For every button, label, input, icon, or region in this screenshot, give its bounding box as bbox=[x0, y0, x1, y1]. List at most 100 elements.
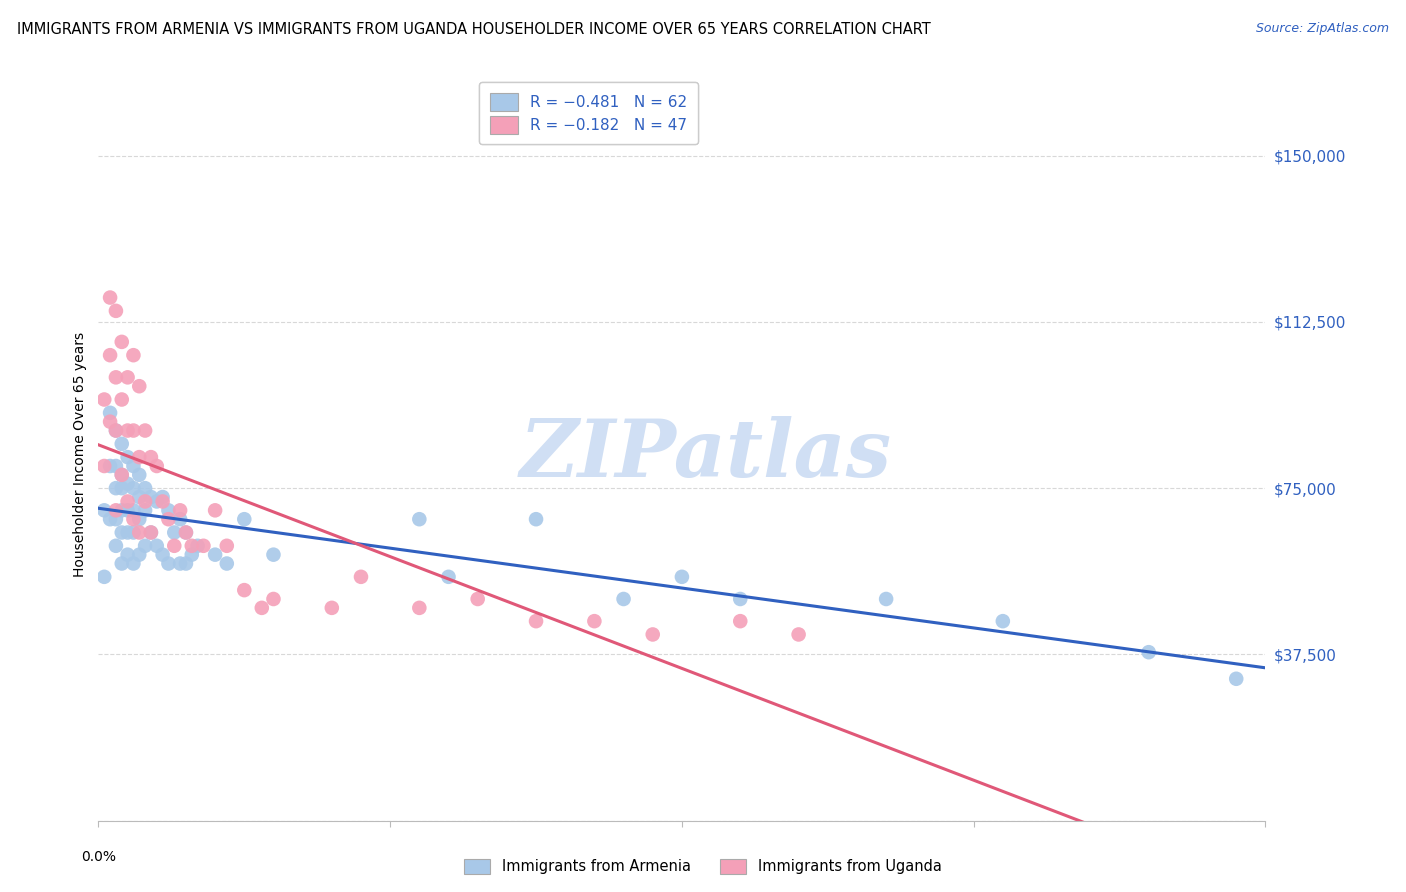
Point bbox=[128, 548, 150, 562]
Point bbox=[98, 291, 121, 305]
Point bbox=[98, 458, 121, 473]
Point bbox=[139, 450, 162, 464]
Point bbox=[671, 570, 693, 584]
Legend: Immigrants from Armenia, Immigrants from Uganda: Immigrants from Armenia, Immigrants from… bbox=[458, 853, 948, 880]
Point bbox=[122, 512, 145, 526]
Point bbox=[157, 512, 180, 526]
Point bbox=[169, 503, 191, 517]
Point bbox=[180, 548, 202, 562]
Point bbox=[117, 525, 139, 540]
Point bbox=[111, 334, 134, 349]
Point bbox=[111, 467, 134, 482]
Point bbox=[117, 370, 139, 384]
Point bbox=[146, 458, 169, 473]
Point bbox=[187, 539, 209, 553]
Point bbox=[122, 458, 145, 473]
Point bbox=[1225, 672, 1247, 686]
Point bbox=[262, 592, 284, 607]
Point bbox=[583, 614, 606, 628]
Point bbox=[111, 503, 134, 517]
Point bbox=[215, 557, 238, 571]
Point bbox=[104, 481, 127, 495]
Point bbox=[1137, 645, 1160, 659]
Point bbox=[163, 539, 186, 553]
Point bbox=[111, 557, 134, 571]
Point bbox=[117, 476, 139, 491]
Point bbox=[111, 392, 134, 407]
Point bbox=[524, 614, 547, 628]
Point bbox=[152, 548, 174, 562]
Point bbox=[128, 450, 150, 464]
Point bbox=[117, 424, 139, 438]
Point bbox=[104, 512, 127, 526]
Point bbox=[169, 512, 191, 526]
Point bbox=[612, 592, 634, 607]
Point bbox=[204, 548, 226, 562]
Point bbox=[122, 503, 145, 517]
Point bbox=[233, 583, 256, 598]
Point bbox=[122, 424, 145, 438]
Point bbox=[250, 600, 273, 615]
Point bbox=[233, 512, 256, 526]
Point bbox=[730, 592, 752, 607]
Point bbox=[128, 379, 150, 393]
Text: IMMIGRANTS FROM ARMENIA VS IMMIGRANTS FROM UGANDA HOUSEHOLDER INCOME OVER 65 YEA: IMMIGRANTS FROM ARMENIA VS IMMIGRANTS FR… bbox=[17, 22, 931, 37]
Point bbox=[111, 437, 134, 451]
Point bbox=[122, 481, 145, 495]
Point bbox=[204, 503, 226, 517]
Point bbox=[152, 490, 174, 504]
Point bbox=[437, 570, 460, 584]
Point bbox=[215, 539, 238, 553]
Point bbox=[134, 494, 156, 508]
Point bbox=[93, 392, 115, 407]
Point bbox=[104, 539, 127, 553]
Point bbox=[174, 525, 197, 540]
Text: 0.0%: 0.0% bbox=[82, 850, 115, 863]
Point bbox=[169, 557, 191, 571]
Point bbox=[134, 503, 156, 517]
Point bbox=[180, 539, 202, 553]
Point bbox=[146, 494, 169, 508]
Point bbox=[730, 614, 752, 628]
Point bbox=[262, 548, 284, 562]
Point bbox=[408, 512, 430, 526]
Point bbox=[875, 592, 897, 607]
Point bbox=[350, 570, 373, 584]
Point bbox=[157, 557, 180, 571]
Point bbox=[104, 303, 127, 318]
Point bbox=[146, 539, 169, 553]
Point bbox=[104, 458, 127, 473]
Point bbox=[128, 467, 150, 482]
Point bbox=[128, 490, 150, 504]
Point bbox=[163, 525, 186, 540]
Point bbox=[111, 481, 134, 495]
Point bbox=[128, 525, 150, 540]
Point bbox=[193, 539, 215, 553]
Point bbox=[104, 503, 127, 517]
Point bbox=[104, 424, 127, 438]
Text: ZIPatlas: ZIPatlas bbox=[519, 417, 891, 493]
Point bbox=[139, 525, 162, 540]
Point bbox=[157, 503, 180, 517]
Point bbox=[98, 348, 121, 362]
Point bbox=[321, 600, 343, 615]
Point bbox=[93, 570, 115, 584]
Point bbox=[104, 424, 127, 438]
Point bbox=[111, 467, 134, 482]
Point bbox=[98, 406, 121, 420]
Point bbox=[98, 512, 121, 526]
Point bbox=[104, 370, 127, 384]
Point bbox=[524, 512, 547, 526]
Point bbox=[122, 525, 145, 540]
Point bbox=[174, 525, 197, 540]
Point bbox=[122, 557, 145, 571]
Point bbox=[787, 627, 810, 641]
Point bbox=[98, 415, 121, 429]
Point bbox=[641, 627, 664, 641]
Point bbox=[152, 494, 174, 508]
Point bbox=[117, 450, 139, 464]
Point bbox=[467, 592, 489, 607]
Point bbox=[991, 614, 1014, 628]
Point bbox=[408, 600, 430, 615]
Point bbox=[122, 348, 145, 362]
